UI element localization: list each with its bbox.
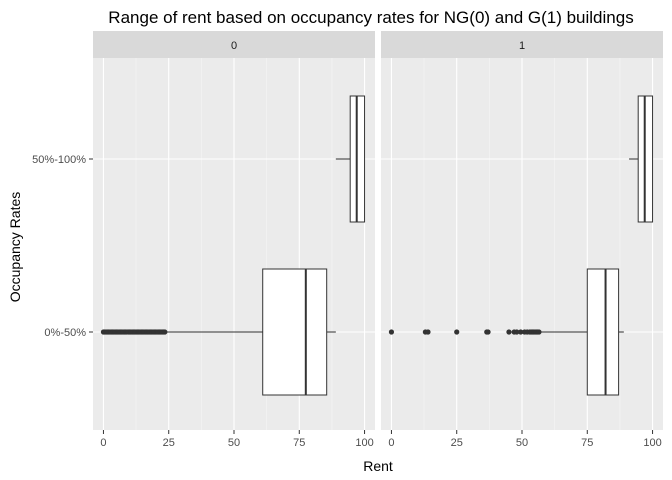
x-tick-label: 0: [100, 437, 106, 449]
facet-strip-label: 0: [231, 40, 237, 52]
x-tick-label: 25: [163, 437, 175, 449]
box-0%-50%: [388, 268, 624, 396]
box-0%-50%: [100, 268, 336, 396]
outlier-point: [388, 329, 395, 335]
facet-strip-label: 1: [519, 40, 525, 52]
x-tick-label: 50: [516, 437, 528, 449]
x-tick-label: 100: [643, 437, 661, 449]
box-iqr: [262, 268, 328, 396]
outlier-point: [536, 329, 542, 335]
x-tick-label: 75: [293, 437, 305, 449]
outlier-point: [485, 329, 491, 335]
facet-strip: [93, 31, 375, 58]
chart-title: Range of rent based on occupancy rates f…: [108, 8, 633, 27]
x-tick-label: 75: [581, 437, 593, 449]
outlier-point: [162, 329, 168, 335]
y-axis: 0%-50% 50%-100%: [32, 154, 93, 339]
facet-panel-0: 0 0 25 50 75 100: [93, 31, 375, 449]
outlier-point: [454, 329, 460, 335]
x-tick-label: 25: [451, 437, 463, 449]
x-tick-label: 0: [388, 437, 394, 449]
outlier-point: [506, 329, 512, 335]
outlier-point: [514, 329, 520, 335]
y-axis-title: Occupancy Rates: [7, 192, 23, 303]
facet-strip: [381, 31, 663, 58]
y-tick-label: 0%-50%: [44, 327, 86, 339]
box-50%-100%: [335, 95, 366, 223]
facet-panels: 0 0 25 50 75 100 1 0 25 50 75 100: [93, 31, 663, 449]
box-50%-100%: [629, 95, 654, 223]
x-tick-label: 100: [355, 437, 373, 449]
facet-panel-1: 1 0 25 50 75 100: [381, 31, 663, 449]
y-tick-label: 50%-100%: [32, 154, 86, 166]
x-axis-title: Rent: [363, 458, 393, 474]
box-iqr: [586, 268, 620, 396]
outlier-point: [518, 329, 524, 335]
outlier-point: [425, 329, 431, 335]
x-tick-label: 50: [228, 437, 240, 449]
